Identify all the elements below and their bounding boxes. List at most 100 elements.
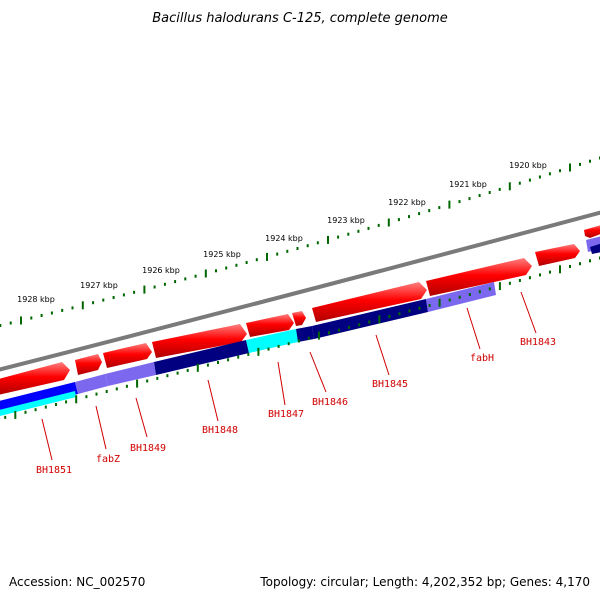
minor-tick bbox=[277, 344, 280, 348]
minor-tick bbox=[176, 371, 179, 375]
minor-tick bbox=[408, 309, 411, 313]
minor-tick bbox=[438, 206, 441, 210]
minor-tick bbox=[235, 263, 238, 267]
gene-label[interactable]: fabZ bbox=[96, 454, 120, 465]
minor-tick bbox=[227, 358, 230, 362]
kbp-label: 1923 kbp bbox=[327, 216, 365, 225]
major-tick bbox=[438, 298, 441, 307]
minor-tick bbox=[30, 316, 33, 320]
gene-arrow[interactable] bbox=[535, 244, 580, 266]
category-block bbox=[426, 282, 496, 312]
minor-tick bbox=[528, 276, 531, 280]
minor-tick bbox=[163, 282, 166, 286]
kbp-label: 1926 kbp bbox=[142, 266, 180, 275]
gene-arrow[interactable] bbox=[426, 258, 532, 296]
gene-callout-line bbox=[135, 397, 148, 438]
category-block bbox=[0, 391, 76, 416]
major-tick bbox=[257, 347, 260, 356]
minor-tick bbox=[539, 273, 541, 277]
minor-tick bbox=[337, 235, 340, 239]
minor-tick bbox=[418, 212, 421, 216]
function-category-track bbox=[0, 236, 600, 416]
minor-tick bbox=[255, 258, 258, 262]
major-tick bbox=[75, 395, 78, 404]
minor-tick bbox=[102, 298, 105, 302]
gene-label[interactable]: BH1847 bbox=[268, 409, 304, 420]
minor-tick bbox=[296, 247, 299, 250]
gene-arrow[interactable] bbox=[246, 314, 294, 337]
minor-tick bbox=[377, 223, 380, 227]
minor-tick bbox=[307, 336, 310, 340]
genome-backbone bbox=[0, 210, 600, 372]
minor-tick bbox=[428, 304, 431, 307]
minor-tick bbox=[247, 352, 250, 356]
outer-tick-track bbox=[0, 156, 600, 327]
category-block bbox=[75, 374, 108, 394]
minor-tick bbox=[478, 194, 481, 197]
minor-tick bbox=[71, 306, 74, 310]
minor-tick bbox=[122, 293, 125, 297]
major-tick bbox=[204, 269, 207, 278]
gene-callout-line bbox=[277, 361, 286, 406]
gene-label[interactable]: BH1851 bbox=[36, 465, 72, 476]
kbp-label: 1921 kbp bbox=[449, 180, 487, 189]
minor-tick bbox=[40, 314, 43, 317]
minor-tick bbox=[458, 295, 461, 299]
major-tick bbox=[498, 282, 501, 291]
gene-label[interactable]: BH1846 bbox=[312, 397, 348, 408]
gene-label[interactable]: BH1849 bbox=[130, 443, 166, 454]
minor-tick bbox=[215, 269, 217, 273]
minor-tick bbox=[146, 379, 149, 383]
gene-callout-line bbox=[95, 405, 107, 450]
minor-tick bbox=[0, 324, 2, 327]
minor-tick bbox=[276, 252, 279, 256]
major-tick bbox=[508, 182, 511, 191]
gene-arrow[interactable] bbox=[584, 224, 600, 238]
category-block bbox=[312, 299, 428, 339]
minor-tick bbox=[548, 172, 551, 176]
minor-tick bbox=[206, 363, 209, 367]
kbp-label: 1927 kbp bbox=[80, 281, 118, 290]
minor-tick bbox=[217, 361, 219, 364]
kbp-label: 1920 kbp bbox=[509, 161, 547, 170]
minor-tick bbox=[133, 290, 136, 294]
inner-tick-track bbox=[4, 256, 600, 419]
minor-tick bbox=[428, 209, 431, 213]
minor-tick bbox=[85, 395, 88, 399]
minor-tick bbox=[105, 390, 108, 393]
gene-callout-line bbox=[466, 307, 481, 350]
major-tick bbox=[266, 252, 268, 261]
minor-tick bbox=[569, 265, 571, 268]
minor-tick bbox=[508, 281, 511, 285]
forward-strand-genes bbox=[0, 224, 600, 395]
minor-tick bbox=[174, 280, 177, 284]
gene-label[interactable]: BH1848 bbox=[202, 425, 238, 436]
minor-tick bbox=[398, 312, 401, 316]
minor-tick bbox=[4, 415, 7, 419]
minor-tick bbox=[44, 405, 47, 409]
gene-arrow[interactable] bbox=[75, 354, 102, 375]
minor-tick bbox=[316, 241, 319, 245]
minor-tick bbox=[528, 178, 531, 182]
minor-tick bbox=[357, 229, 360, 233]
gene-arrow[interactable] bbox=[152, 324, 247, 358]
minor-tick bbox=[579, 162, 581, 166]
gene-arrow[interactable] bbox=[0, 362, 70, 395]
major-tick bbox=[387, 218, 390, 227]
gene-label[interactable]: BH1845 bbox=[372, 379, 408, 390]
gene-callout-line bbox=[41, 418, 53, 461]
gene-label[interactable]: fabH bbox=[470, 353, 494, 364]
minor-tick bbox=[9, 321, 12, 325]
minor-tick bbox=[488, 191, 491, 194]
kbp-label: 1924 kbp bbox=[265, 234, 303, 243]
minor-tick bbox=[397, 218, 400, 222]
gene-arrow[interactable] bbox=[103, 343, 152, 368]
minor-tick bbox=[24, 410, 27, 414]
gene-label[interactable]: BH1843 bbox=[520, 337, 556, 348]
gene-callout-line bbox=[207, 379, 219, 422]
minor-tick bbox=[184, 277, 187, 281]
kbp-label: 1925 kbp bbox=[203, 250, 241, 259]
gene-arrow[interactable] bbox=[312, 282, 427, 322]
gene-arrow[interactable] bbox=[292, 311, 306, 326]
